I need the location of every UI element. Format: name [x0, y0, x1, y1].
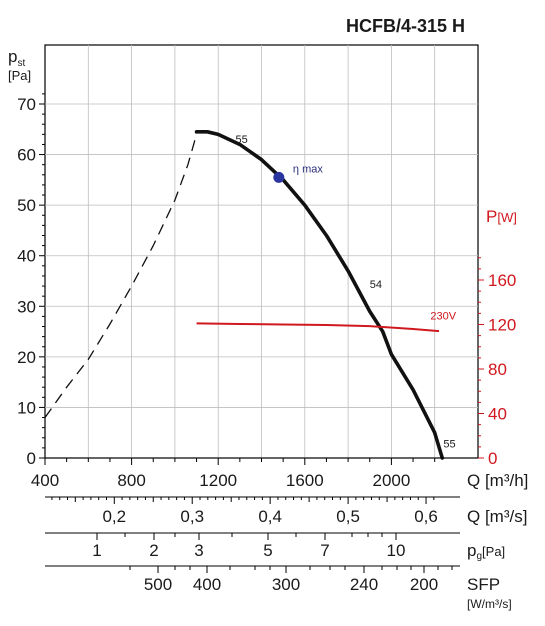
y-right-tick-label: 80 — [488, 360, 507, 379]
x-axis-pg-label: pg[Pa] — [467, 541, 505, 562]
chart-annotation: η max — [293, 163, 323, 175]
x-axis-q-m3s-label: Q [m³/s] — [467, 507, 527, 526]
x-axis-pg-tick-label: 7 — [320, 541, 329, 560]
x-axes-layer: 400 800 1200 1600 2000 Q [m³/h]0,2 0,3 0,4 0,5 0,… — [31, 457, 528, 611]
eta-max-point — [273, 171, 285, 183]
x-axis-q-m3s-tick-label: 0,5 — [336, 507, 360, 526]
x-axis-q-m3s-tick-label: 0,3 — [180, 507, 204, 526]
x-axis-pg-tick-label: 5 — [263, 541, 272, 560]
series-layer — [44, 130, 445, 460]
x-axis-pg-label-main: p — [467, 541, 476, 560]
x-axis-pg-tick-label: 10 — [387, 541, 406, 560]
x-axis-pg-tick-label: 1 — [92, 541, 101, 560]
annotation-layer: 55 η max 54 55 230V — [236, 134, 457, 450]
y-left-tick-label: 30 — [17, 297, 36, 316]
y-right-label-unit: [W] — [497, 210, 517, 225]
pressure-curve — [194, 130, 445, 460]
y-left-ticks: 0 10 20 30 40 50 60 70 — [17, 93, 45, 468]
y-right-label-main: P — [486, 207, 497, 226]
y-right-tick-label: 40 — [488, 405, 507, 424]
y-left-tick-label: 70 — [17, 95, 36, 114]
x-axis-q-m3h-tick-label: 1600 — [286, 471, 324, 490]
x-axis-q-m3s-tick-label: 0,2 — [102, 507, 126, 526]
x-axis-sfp-tick-label: 240 — [350, 575, 378, 594]
chart-annotation: 55 — [236, 134, 248, 146]
y-left-label: pst — [8, 47, 25, 69]
x-axis-sfp-tick-label: 500 — [144, 575, 172, 594]
x-axis-sfp-tick-label: 300 — [272, 575, 300, 594]
y-right-ticks: 0 40 80 120 160 — [478, 257, 516, 468]
x-axis-q-m3h-label: Q [m³/h] — [467, 471, 528, 490]
y-left-tick-label: 20 — [17, 348, 36, 367]
y-right-tick-label: 120 — [488, 316, 516, 335]
x-axis-q-m3h-tick-label: 1200 — [199, 471, 237, 490]
y-left-tick-label: 50 — [17, 196, 36, 215]
y-left-tick-label: 10 — [17, 398, 36, 417]
chart-title: HCFB/4-315 H — [346, 16, 465, 36]
x-axis-sfp-tick-label: 400 — [193, 575, 221, 594]
x-axis-q-m3s-tick-label: 0,4 — [258, 507, 282, 526]
y-right-tick-label: 160 — [488, 271, 516, 290]
x-axis-q-m3h-tick-label: 400 — [31, 471, 59, 490]
y-left-tick-label: 0 — [27, 449, 36, 468]
x-axis-pg-tick-label: 2 — [149, 541, 158, 560]
y-left-label-main: p — [8, 47, 17, 66]
x-axis-pg-label-unit: [Pa] — [482, 544, 505, 559]
x-axis-pg-label-sub: g — [476, 551, 482, 562]
y-left-tick-label: 60 — [17, 146, 36, 165]
chart-annotation: 230V — [430, 310, 456, 322]
x-axis-q-m3s-tick-label: 0,6 — [414, 507, 438, 526]
power-series-line — [196, 322, 440, 333]
y-right-tick-label: 0 — [488, 449, 497, 468]
x-axis-sfp-label: SFP — [467, 575, 500, 594]
x-axis-q-m3h-tick-label: 2000 — [372, 471, 410, 490]
grid — [45, 45, 478, 458]
unstable-region-dashed-curve — [44, 131, 198, 418]
x-axis-q-m3h-tick-label: 800 — [117, 471, 145, 490]
x-axis-sfp-tick-label: 200 — [410, 575, 438, 594]
chart-annotation: 54 — [370, 279, 382, 291]
y-left-unit: [Pa] — [8, 68, 31, 83]
y-left-tick-label: 40 — [17, 247, 36, 266]
x-axis-pg-tick-label: 3 — [194, 541, 203, 560]
chart-annotation: 55 — [443, 438, 455, 450]
y-left-label-sub: st — [17, 58, 25, 69]
y-right-label: P[W] — [486, 207, 517, 226]
x-axis-sfp-unit: [W/m³/s] — [467, 597, 512, 611]
